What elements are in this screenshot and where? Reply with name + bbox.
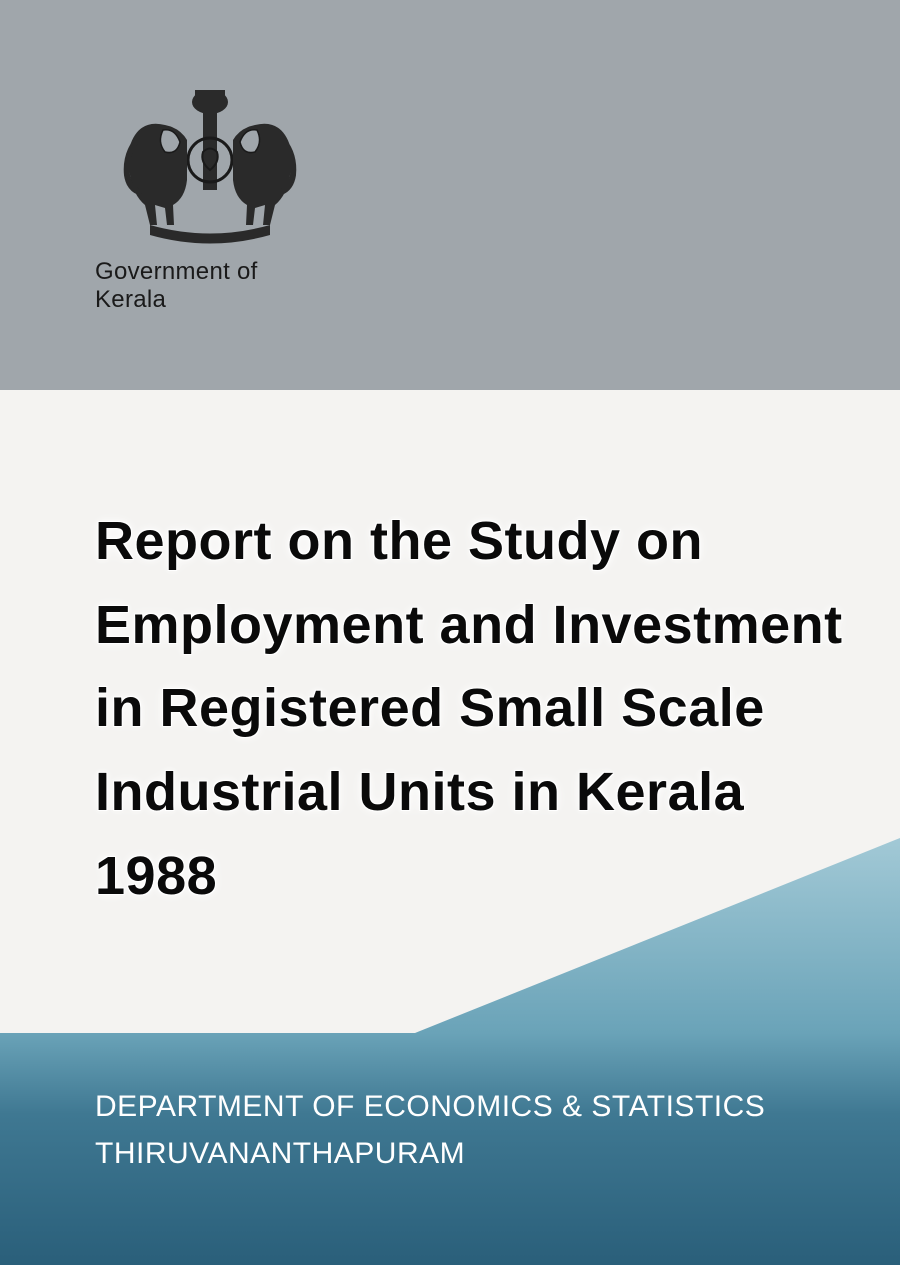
government-label: Government of Kerala <box>95 258 325 314</box>
emblem-container: Government of Kerala <box>95 70 325 314</box>
department-block: DEPARTMENT OF ECONOMICS & STATISTICS THI… <box>0 1084 900 1265</box>
department-line-2: THIRUVANANTHAPURAM <box>95 1131 900 1178</box>
main-section: Report on the Study on Employment and In… <box>0 390 900 1265</box>
header-band: Government of Kerala <box>0 0 900 390</box>
kerala-emblem-icon <box>95 70 325 250</box>
department-line-1: DEPARTMENT OF ECONOMICS & STATISTICS <box>95 1084 900 1131</box>
report-title: Report on the Study on Employment and In… <box>95 500 860 918</box>
